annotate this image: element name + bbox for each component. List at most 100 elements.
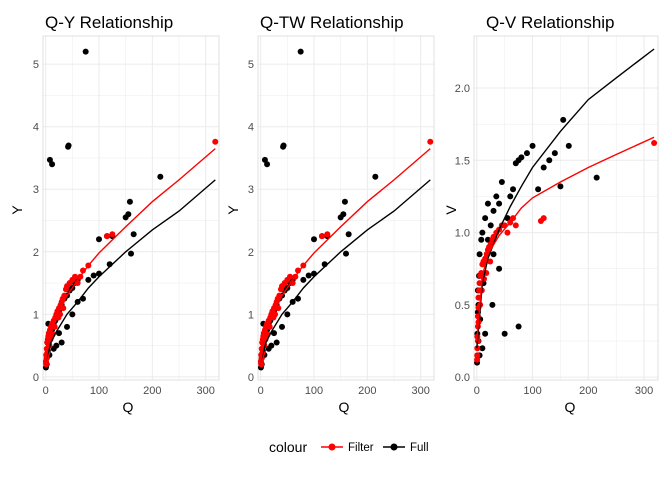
- legend-label: Filter: [348, 442, 374, 454]
- panel-border: [257, 35, 435, 381]
- y-tick-label: 2: [248, 247, 254, 259]
- y-axis-label: Y: [9, 205, 25, 215]
- panel-q-tw: Q-TW Relationship Q Y 0 100 200 300 0 1 2 3 4 5: [225, 13, 435, 415]
- x-tick-label: 0: [43, 385, 49, 397]
- data-point: [157, 173, 164, 180]
- data-point: [126, 198, 133, 205]
- panel-border: [473, 35, 659, 381]
- data-point: [122, 214, 129, 221]
- data-point: [343, 250, 349, 257]
- panel-border: [42, 35, 220, 381]
- fit-line-full: [476, 48, 655, 349]
- data-point: [65, 142, 72, 149]
- data-point: [300, 276, 307, 283]
- data-point: [56, 330, 62, 337]
- fit-line-filter: [260, 148, 431, 362]
- panel-title: Q-TW Relationship: [260, 13, 404, 32]
- data-point: [279, 323, 285, 330]
- data-point: [72, 273, 78, 280]
- data-point: [90, 272, 97, 279]
- data-point: [540, 164, 547, 171]
- y-tick-label: 0.0: [455, 372, 470, 384]
- data-point: [507, 193, 514, 200]
- panel-title: Q-Y Relationship: [45, 13, 173, 32]
- data-point: [96, 236, 102, 243]
- y-axis-label: V: [443, 205, 459, 215]
- data-point: [484, 200, 491, 207]
- data-point: [512, 222, 519, 229]
- y-tick-label: 3: [248, 184, 254, 196]
- data-point: [130, 231, 137, 238]
- data-point: [273, 339, 280, 346]
- fit-line-full: [45, 179, 216, 362]
- y-tick-label: 5: [248, 59, 254, 71]
- fit-line-filter: [476, 136, 655, 342]
- data-point: [297, 48, 304, 55]
- x-tick-label: 100: [90, 385, 108, 397]
- data-point: [85, 276, 92, 283]
- fit-line-filter: [45, 148, 216, 362]
- data-point: [487, 222, 494, 229]
- data-point: [372, 173, 379, 180]
- plot-background: [473, 35, 659, 381]
- data-point: [490, 251, 497, 258]
- data-point: [280, 142, 287, 149]
- data-point: [104, 233, 110, 240]
- y-tick-label: 1.5: [455, 155, 470, 167]
- data-point: [341, 198, 348, 205]
- x-tick-label: 0: [474, 385, 480, 397]
- fit-line-full: [260, 179, 431, 362]
- x-axis-label: Q: [339, 399, 350, 415]
- x-axis-label: Q: [565, 399, 576, 415]
- data-point: [58, 339, 65, 346]
- data-point: [319, 233, 325, 240]
- data-point: [484, 236, 491, 243]
- y-tick-label: 5: [33, 59, 39, 71]
- data-point: [82, 48, 89, 55]
- data-point: [540, 215, 547, 222]
- data-point: [529, 142, 536, 149]
- y-tick-label: 4: [248, 122, 254, 134]
- x-tick-label: 200: [143, 385, 161, 397]
- data-point: [565, 142, 572, 149]
- y-tick-label: 3: [33, 184, 39, 196]
- data-point: [258, 361, 265, 368]
- legend: colour Filter Full: [269, 439, 429, 455]
- x-tick-label: 200: [579, 385, 597, 397]
- data-point: [109, 231, 116, 238]
- data-point: [427, 138, 434, 145]
- data-point: [523, 150, 530, 157]
- data-point: [479, 345, 486, 352]
- data-point: [482, 330, 489, 337]
- legend-label: Full: [410, 442, 429, 454]
- data-point: [295, 267, 301, 274]
- data-point: [476, 251, 483, 258]
- data-point: [212, 138, 219, 145]
- legend-key-point: [328, 443, 336, 451]
- data-point: [482, 215, 489, 222]
- data-point: [265, 345, 272, 352]
- data-point: [271, 330, 277, 337]
- data-point: [510, 186, 517, 193]
- data-point: [535, 186, 542, 193]
- data-point: [479, 229, 486, 236]
- panel-q-v: Q-V Relationship Q V 0 100 200 300 0.0 0.5 1.0…: [443, 13, 659, 415]
- data-point: [546, 157, 553, 164]
- data-point: [560, 116, 567, 123]
- data-point: [69, 311, 76, 318]
- data-point: [496, 265, 503, 272]
- data-point: [490, 207, 497, 214]
- data-point: [478, 236, 485, 243]
- plot-background: [257, 35, 435, 381]
- data-point: [287, 273, 293, 280]
- y-tick-label: 1: [248, 309, 254, 321]
- x-tick-label: 300: [196, 385, 214, 397]
- y-tick-label: 2.0: [455, 83, 470, 95]
- y-tick-label: 0.5: [455, 300, 470, 312]
- data-point: [474, 356, 481, 363]
- y-tick-label: 0: [248, 372, 254, 384]
- data-point: [593, 174, 600, 181]
- x-tick-label: 100: [305, 385, 323, 397]
- data-point: [43, 361, 50, 368]
